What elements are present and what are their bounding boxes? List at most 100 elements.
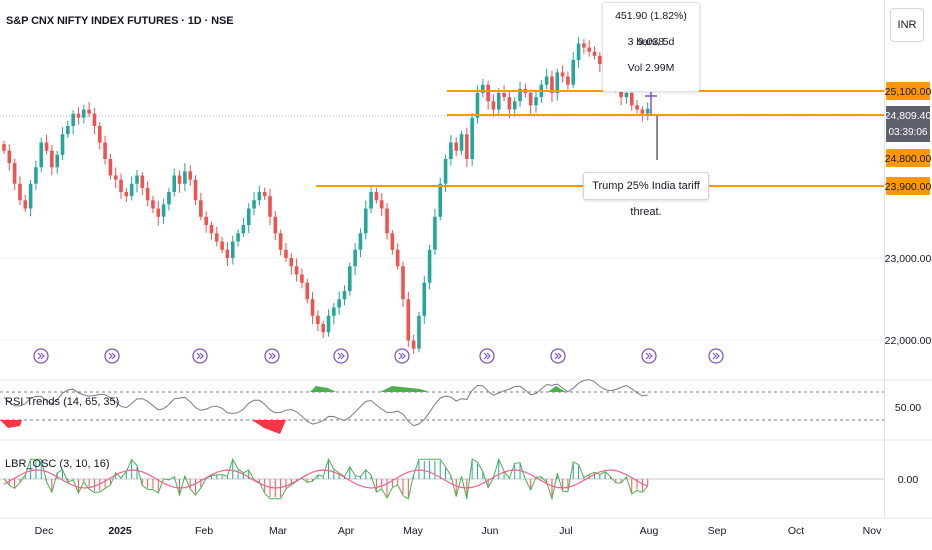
candle-body [342,291,347,300]
event-marker-arrow [483,352,491,360]
price-label-level1: 25,100.00 [885,86,932,98]
price-label-level3: 23,900.00 [885,181,932,193]
candle-body [475,93,480,118]
candle-body [433,216,437,250]
event-marker-arrow [268,352,276,360]
time-tick-label: May [403,525,424,537]
candle-body [252,200,256,209]
time-tick-label: Jun [482,525,499,537]
candle-body [135,175,139,184]
candle-body [230,241,235,258]
price-axis: 25,100.00 24,809.40 03:39:06 24,800.00 23,90… [885,82,932,486]
time-tick-label: Nov [863,525,882,537]
candle-body [369,192,373,209]
osc-slow-line [3,469,648,489]
candle-body [236,233,240,242]
candle-body [582,43,586,48]
annotation-callout[interactable]: Trump 25% India tariff threat. [583,172,709,218]
event-marker-arrow [712,352,720,360]
osc-pane [0,457,884,501]
candle-body [87,109,91,114]
candle-body [209,225,214,234]
currency-button[interactable]: INR [890,8,924,42]
time-axis: Dec 2025 Feb Mar Apr May Jun Jul Aug Sep Oct Nov [35,525,882,537]
candle-body [635,105,639,110]
candle-body [417,315,421,349]
time-tick-label: Dec [35,525,54,537]
candle-body [507,97,512,110]
candle-body [215,233,219,242]
grid [0,0,932,519]
candle-body [587,47,591,52]
candle-body [465,134,469,159]
candle-body [278,233,283,250]
candle-body [518,88,522,102]
candle-body [60,134,65,155]
candle-body [454,142,458,151]
countdown-label: 03:39:06 [889,127,928,138]
candle-body [55,154,59,168]
measure-bars: 3 bars, 5d [627,36,675,48]
candle-body [353,249,357,267]
lbr-osc-label[interactable]: LBR_OSC (3, 10, 16) [5,458,110,470]
candle-body [337,299,341,308]
candle-body [411,340,416,349]
candle-body [76,113,81,118]
candle-body [640,109,645,114]
candle-body [374,192,379,201]
candle-body [321,324,325,333]
candle-body [262,192,267,197]
candle-body [145,187,150,201]
candle-body [294,266,299,275]
time-tick-label: Aug [640,525,659,537]
price-label-level1-bg [886,82,930,100]
candle-body [481,84,485,93]
candle-body [289,258,294,267]
candle-body [18,183,22,201]
measure-volume: Vol 2.99M [627,62,675,74]
candle-body [305,282,310,300]
event-marker-arrow [337,352,345,360]
candle-body [534,97,538,106]
candle-body [284,249,288,258]
candle-body [427,249,432,283]
candle-body [326,315,331,333]
candle-body [379,200,384,209]
candle-body [113,175,118,180]
candle-body [300,274,304,283]
measure-change: 451.90 (1.82%) 9,038 [615,10,687,48]
candle-body [566,76,570,85]
time-tick-label: Oct [788,525,804,537]
candle-body [44,142,49,151]
candle-body [406,299,411,341]
rsi-label[interactable]: RSI Trends (14, 65, 35) [5,396,120,408]
candle-body [438,183,443,217]
event-marker-arrow [398,352,406,360]
candle-body [151,200,155,209]
candle-body [172,175,177,192]
candle-body [363,208,368,234]
candle-body [512,101,517,110]
candle-body [550,76,554,93]
candle-body [204,216,208,225]
last-price-bg [886,106,930,142]
candle-body [571,60,576,85]
candle-body [555,72,560,93]
time-tick-label: Mar [269,525,288,537]
price-label-level2-bg [886,149,930,167]
candle-body [496,93,501,110]
candle-body [316,315,320,324]
candle-body [486,84,490,102]
candle-body [71,113,75,126]
rsi-oversold-fill [252,420,286,434]
time-tick-label: Jul [559,525,572,537]
candle-body [257,192,262,201]
candle-body [28,183,33,209]
candle-body [199,200,203,217]
candle-body [358,233,363,250]
candle-body [7,150,12,164]
price-tick-22000: 22,000.00 [885,335,932,347]
candle-body [39,142,44,168]
candle-body [129,183,134,197]
